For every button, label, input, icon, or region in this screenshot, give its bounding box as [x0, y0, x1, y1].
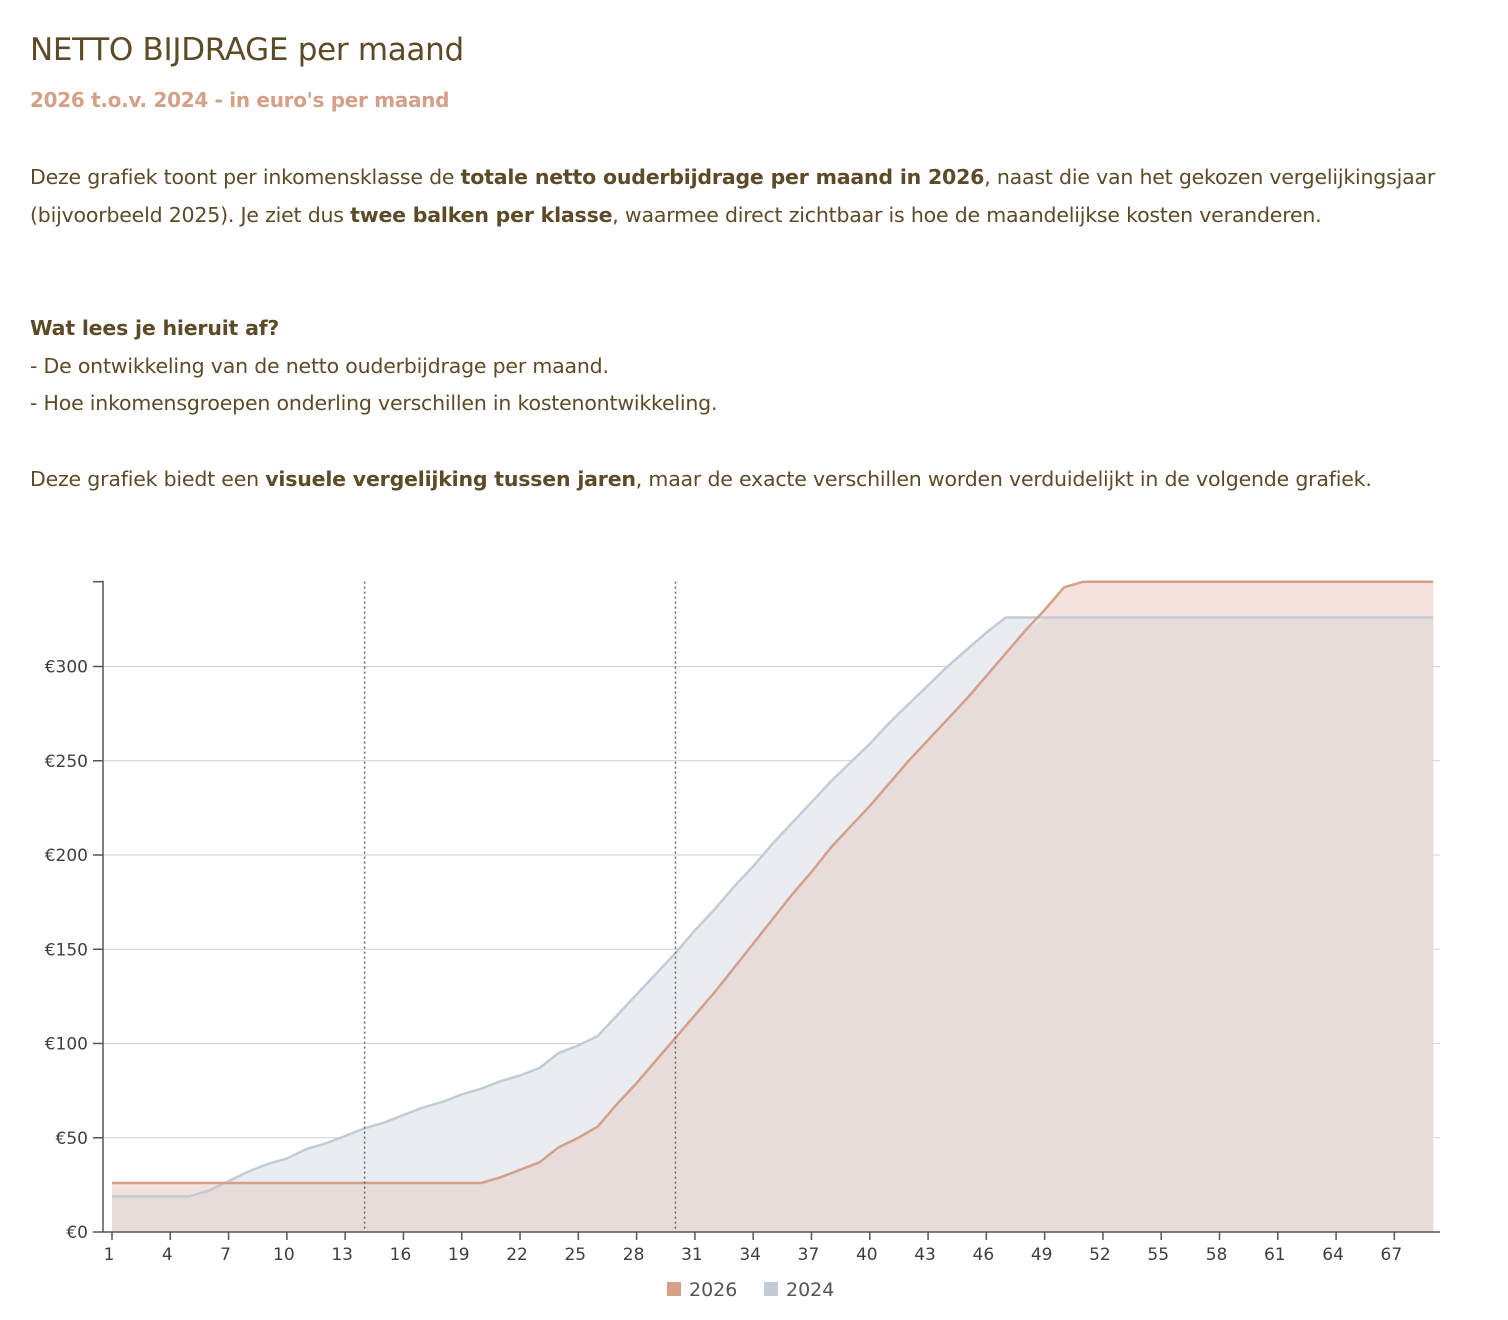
x-tick-label-16: 16 — [390, 1245, 412, 1265]
x-tick-label-19: 19 — [448, 1245, 470, 1265]
x-tick-label-61: 61 — [1264, 1245, 1286, 1265]
x-tick-label-1: 1 — [104, 1245, 115, 1265]
x-tick-label-49: 49 — [1031, 1245, 1053, 1265]
legend-label-2026: 2026 — [689, 1279, 737, 1301]
intro-text-2: , naast die van het gekozen vergelijking… — [30, 165, 1436, 227]
intro-paragraph: Deze grafiek toont per inkomensklasse de… — [30, 159, 1470, 234]
legend-label-2024: 2024 — [786, 1279, 834, 1301]
x-tick-label-34: 34 — [739, 1245, 761, 1265]
line-2024 — [112, 616, 1434, 1198]
area-overlap — [112, 617, 1434, 1232]
x-tick-label-7: 7 — [220, 1245, 231, 1265]
x-tick-label-58: 58 — [1206, 1245, 1228, 1265]
x-tick-label-55: 55 — [1147, 1245, 1169, 1265]
legend-swatch-2026 — [667, 1282, 681, 1296]
x-tick-label-31: 31 — [681, 1245, 703, 1265]
intro-text-1: Deze grafiek toont per inkomensklasse de — [30, 165, 461, 189]
y-tick-label-300: €300 — [45, 658, 88, 678]
y-tick-label-150: €150 — [45, 940, 88, 960]
legend: 2026 2024 — [667, 1279, 834, 1301]
y-tick-label-100: €100 — [45, 1035, 88, 1055]
reading-bullet-1: - De ontwikkeling van de netto ouderbijd… — [30, 353, 609, 378]
x-tick-label-10: 10 — [273, 1245, 295, 1265]
x-tick-label-4: 4 — [162, 1245, 173, 1265]
y-tick-label-50: €50 — [56, 1129, 88, 1149]
outro-text-2: , maar de exacte verschillen worden verd… — [635, 467, 1372, 491]
x-tick-label-64: 64 — [1322, 1245, 1344, 1265]
outro-bold: visuele vergelijking tussen jaren — [265, 467, 636, 491]
reading-heading: Wat lees je hieruit af? — [30, 316, 280, 340]
x-tick-label-28: 28 — [623, 1245, 645, 1265]
chart-subtitle: 2026 t.o.v. 2024 - in euro's per maand — [30, 88, 450, 112]
reading-guide: Wat lees je hieruit af? - De ontwikkeling… — [30, 310, 1470, 423]
x-tick-label-40: 40 — [856, 1245, 878, 1265]
x-tick-label-13: 13 — [331, 1245, 353, 1265]
reference-lines — [363, 581, 677, 1232]
line-2026 — [112, 580, 1434, 1185]
outro-paragraph: Deze grafiek biedt een visuele vergelijk… — [30, 461, 1470, 499]
reading-bullet-2: - Hoe inkomensgroepen onderling verschil… — [30, 391, 718, 415]
x-tick-label-22: 22 — [506, 1245, 528, 1265]
area-chart: €0 €50 €100 €150 €200 €250 €300 1 4 7 10 13 16 19 22 25… — [45, 580, 1440, 1301]
chart-title: NETTO BIJDRAGE per maand — [30, 32, 464, 68]
x-tick-label-52: 52 — [1089, 1245, 1111, 1265]
intro-text-3: , waarmee direct zichtbaar is hoe de maa… — [612, 202, 1322, 227]
x-tick-label-67: 67 — [1381, 1245, 1403, 1265]
y-tick-label-0: €0 — [66, 1223, 88, 1243]
intro-bold-1: totale netto ouderbijdrage per maand in … — [460, 165, 985, 189]
series-areas — [112, 580, 1434, 1232]
x-tick-label-46: 46 — [973, 1245, 995, 1265]
x-tick-label-37: 37 — [798, 1245, 820, 1265]
legend-swatch-2024 — [764, 1282, 778, 1296]
y-tick-label-200: €200 — [45, 846, 88, 866]
outro-text-1: Deze grafiek biedt een — [30, 467, 266, 491]
x-tick-label-25: 25 — [564, 1245, 586, 1265]
intro-bold-2: twee balken per klasse — [350, 202, 613, 227]
y-tick-label-250: €250 — [45, 752, 88, 772]
x-tick-label-43: 43 — [914, 1245, 936, 1265]
axes: €0 €50 €100 €150 €200 €250 €300 1 4 7 10 13 16 19 22 25… — [45, 580, 1440, 1265]
